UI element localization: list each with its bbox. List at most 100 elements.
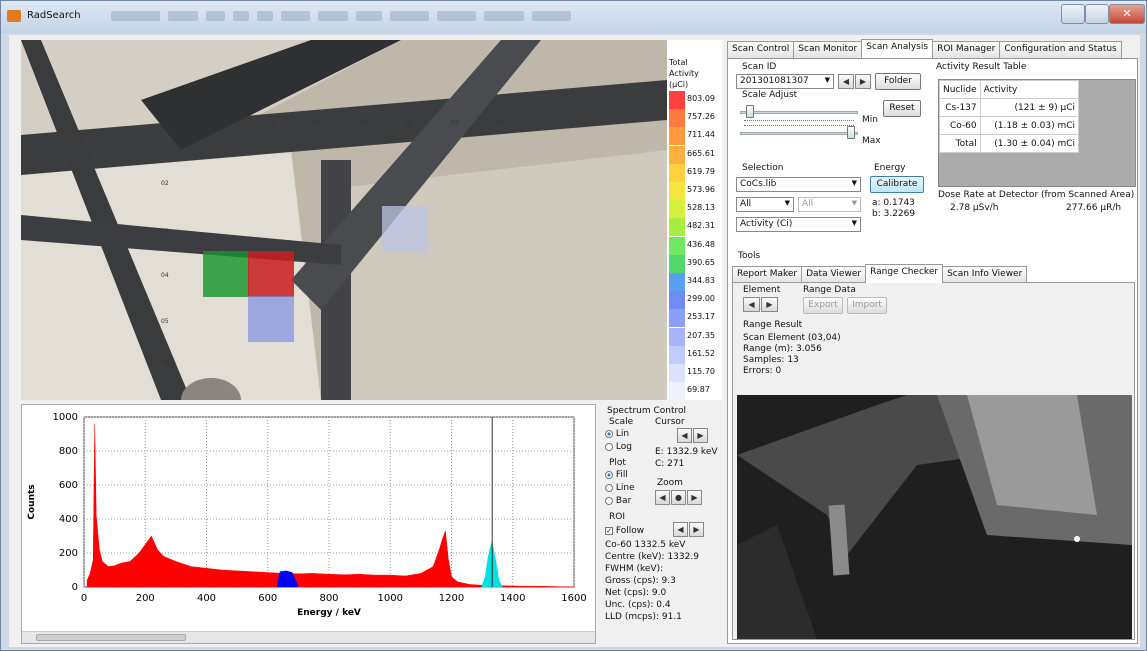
range-line: Scan Element (03,04) [743, 333, 841, 343]
minimize-button[interactable] [1061, 4, 1085, 24]
x-tick-label: 1600 [561, 593, 586, 604]
x-tick-label: 1400 [500, 593, 525, 604]
import-button[interactable]: Import [847, 297, 887, 314]
colorbar-title: Total Activity (µCi) [669, 58, 699, 89]
zoom-left-button[interactable]: ◀ [655, 490, 670, 505]
colorbar-label: 665.61 [687, 148, 715, 158]
max-label: Max [862, 136, 881, 146]
colorbar-label: 299.00 [687, 294, 715, 304]
colorbar-label: 161.52 [687, 348, 715, 358]
tools-tabs: Report Maker Data Viewer Range Checker S… [732, 264, 1028, 283]
element-label: Element [743, 285, 781, 295]
export-button[interactable]: Export [803, 297, 843, 314]
colorbar-swatch [669, 91, 685, 109]
colorbar-swatch [669, 182, 685, 200]
filter2-select[interactable]: All ▼ [798, 197, 861, 212]
scale-title: Scale [609, 417, 634, 427]
colorbar-label: 253.17 [687, 312, 715, 322]
library-select[interactable]: CoCs.lib ▼ [736, 177, 861, 192]
tab-configuration-status[interactable]: Configuration and Status [999, 41, 1122, 58]
chevron-down-icon: ▼ [851, 199, 857, 207]
max-slider-thumb[interactable] [846, 126, 855, 139]
calibrate-button[interactable]: Calibrate [870, 176, 924, 193]
colorbar-swatch [669, 254, 685, 273]
tab-data-viewer[interactable]: Data Viewer [801, 266, 867, 283]
range-camera-view [737, 395, 1132, 639]
scrollbar-thumb[interactable] [36, 634, 186, 641]
colorbar-swatch [669, 127, 685, 146]
next-scan-button[interactable]: ▶ [855, 74, 871, 89]
zoom-right-button[interactable]: ▶ [687, 490, 702, 505]
radio-icon [605, 470, 613, 479]
min-slider-thumb[interactable] [745, 105, 754, 118]
tab-scan-monitor[interactable]: Scan Monitor [793, 41, 863, 58]
x-tick-label: 0 [81, 593, 87, 604]
scale-option-log[interactable]: Log [605, 442, 632, 452]
roi-right-button[interactable]: ▶ [689, 522, 704, 537]
spectrum-scrollbar[interactable] [22, 631, 595, 643]
x-tick-label: 1000 [378, 593, 403, 604]
cursor-counts: C: 271 [655, 459, 685, 469]
range-result-title: Range Result [743, 320, 803, 330]
tab-scan-analysis[interactable]: Scan Analysis [861, 39, 934, 58]
grid-col-label: 08 [497, 120, 505, 127]
filter1-select[interactable]: All ▼ [736, 197, 794, 212]
radio-icon [605, 429, 613, 438]
grid-col-label: 07 [451, 120, 459, 127]
max-slider[interactable] [740, 132, 858, 135]
plot-option-fill[interactable]: Fill [605, 470, 628, 480]
colorbar-label: 528.13 [687, 203, 715, 213]
y-tick-label: 200 [59, 548, 78, 559]
table-row[interactable]: Cs-137 (121 ± 9) µCi [939, 98, 1080, 117]
tab-range-checker[interactable]: Range Checker [865, 264, 944, 283]
cal-a-value: a: 0.1743 [872, 198, 915, 208]
cursor-right-button[interactable]: ▶ [693, 428, 708, 443]
folder-button[interactable]: Folder [875, 73, 921, 90]
range-line: Errors: 0 [743, 366, 782, 376]
colorbar-swatch [669, 273, 685, 291]
plot-title: Plot [609, 458, 626, 468]
tab-report-maker[interactable]: Report Maker [732, 266, 803, 283]
maximize-button[interactable] [1085, 4, 1109, 24]
tab-scan-control[interactable]: Scan Control [727, 41, 795, 58]
colorbar-label: 482.31 [687, 221, 715, 231]
radio-icon [605, 483, 613, 492]
tab-scan-info-viewer[interactable]: Scan Info Viewer [942, 266, 1028, 283]
colorbar-label: 69.87 [687, 385, 710, 395]
colorbar-swatch [669, 163, 685, 182]
element-prev-button[interactable]: ◀ [743, 297, 760, 312]
element-next-button[interactable]: ▶ [761, 297, 778, 312]
prev-scan-button[interactable]: ◀ [838, 74, 854, 89]
toolbar-strip [111, 11, 572, 23]
grid-col-label: 06 [405, 120, 413, 127]
activity-cell[interactable] [203, 251, 249, 297]
plot-option-line[interactable]: Line [605, 483, 635, 493]
client-area: 01 02 03 04 05 06 07 08 02 03 04 05 06 T… [9, 35, 1140, 647]
cursor-title: Cursor [655, 417, 685, 427]
colorbar-label: 619.79 [687, 166, 715, 176]
zoom-reset-button[interactable]: ● [671, 490, 686, 505]
colorbar-swatch [669, 309, 685, 328]
reset-button[interactable]: Reset [883, 100, 921, 117]
activity-cell[interactable] [248, 251, 294, 297]
cursor-left-button[interactable]: ◀ [677, 428, 692, 443]
table-row[interactable]: Co-60 (1.18 ± 0.03) mCi [939, 116, 1080, 135]
grid-col-label: 03 [267, 120, 275, 127]
scan-id-select[interactable]: 201301081307 ▼ [736, 74, 834, 89]
colorbar-swatch [669, 291, 685, 310]
roi-left-button[interactable]: ◀ [673, 522, 688, 537]
grid-col-label: 02 [221, 120, 229, 127]
activity-cell[interactable] [382, 206, 428, 252]
plot-option-bar[interactable]: Bar [605, 496, 631, 506]
roi-line: Net (cps): 9.0 [605, 588, 667, 598]
scale-option-lin[interactable]: Lin [605, 429, 629, 439]
colorbar-swatch [669, 364, 685, 382]
chevron-down-icon: ▼ [824, 76, 830, 84]
tab-roi-manager[interactable]: ROI Manager [932, 41, 1001, 58]
follow-checkbox[interactable]: ✓ Follow [605, 526, 645, 536]
table-row[interactable]: Total (1.30 ± 0.04) mCi [939, 134, 1080, 153]
min-slider[interactable] [740, 111, 858, 114]
close-button[interactable]: ✕ [1109, 4, 1145, 24]
quantity-select[interactable]: Activity (Ci) ▼ [736, 217, 861, 232]
activity-cell[interactable] [248, 296, 294, 342]
